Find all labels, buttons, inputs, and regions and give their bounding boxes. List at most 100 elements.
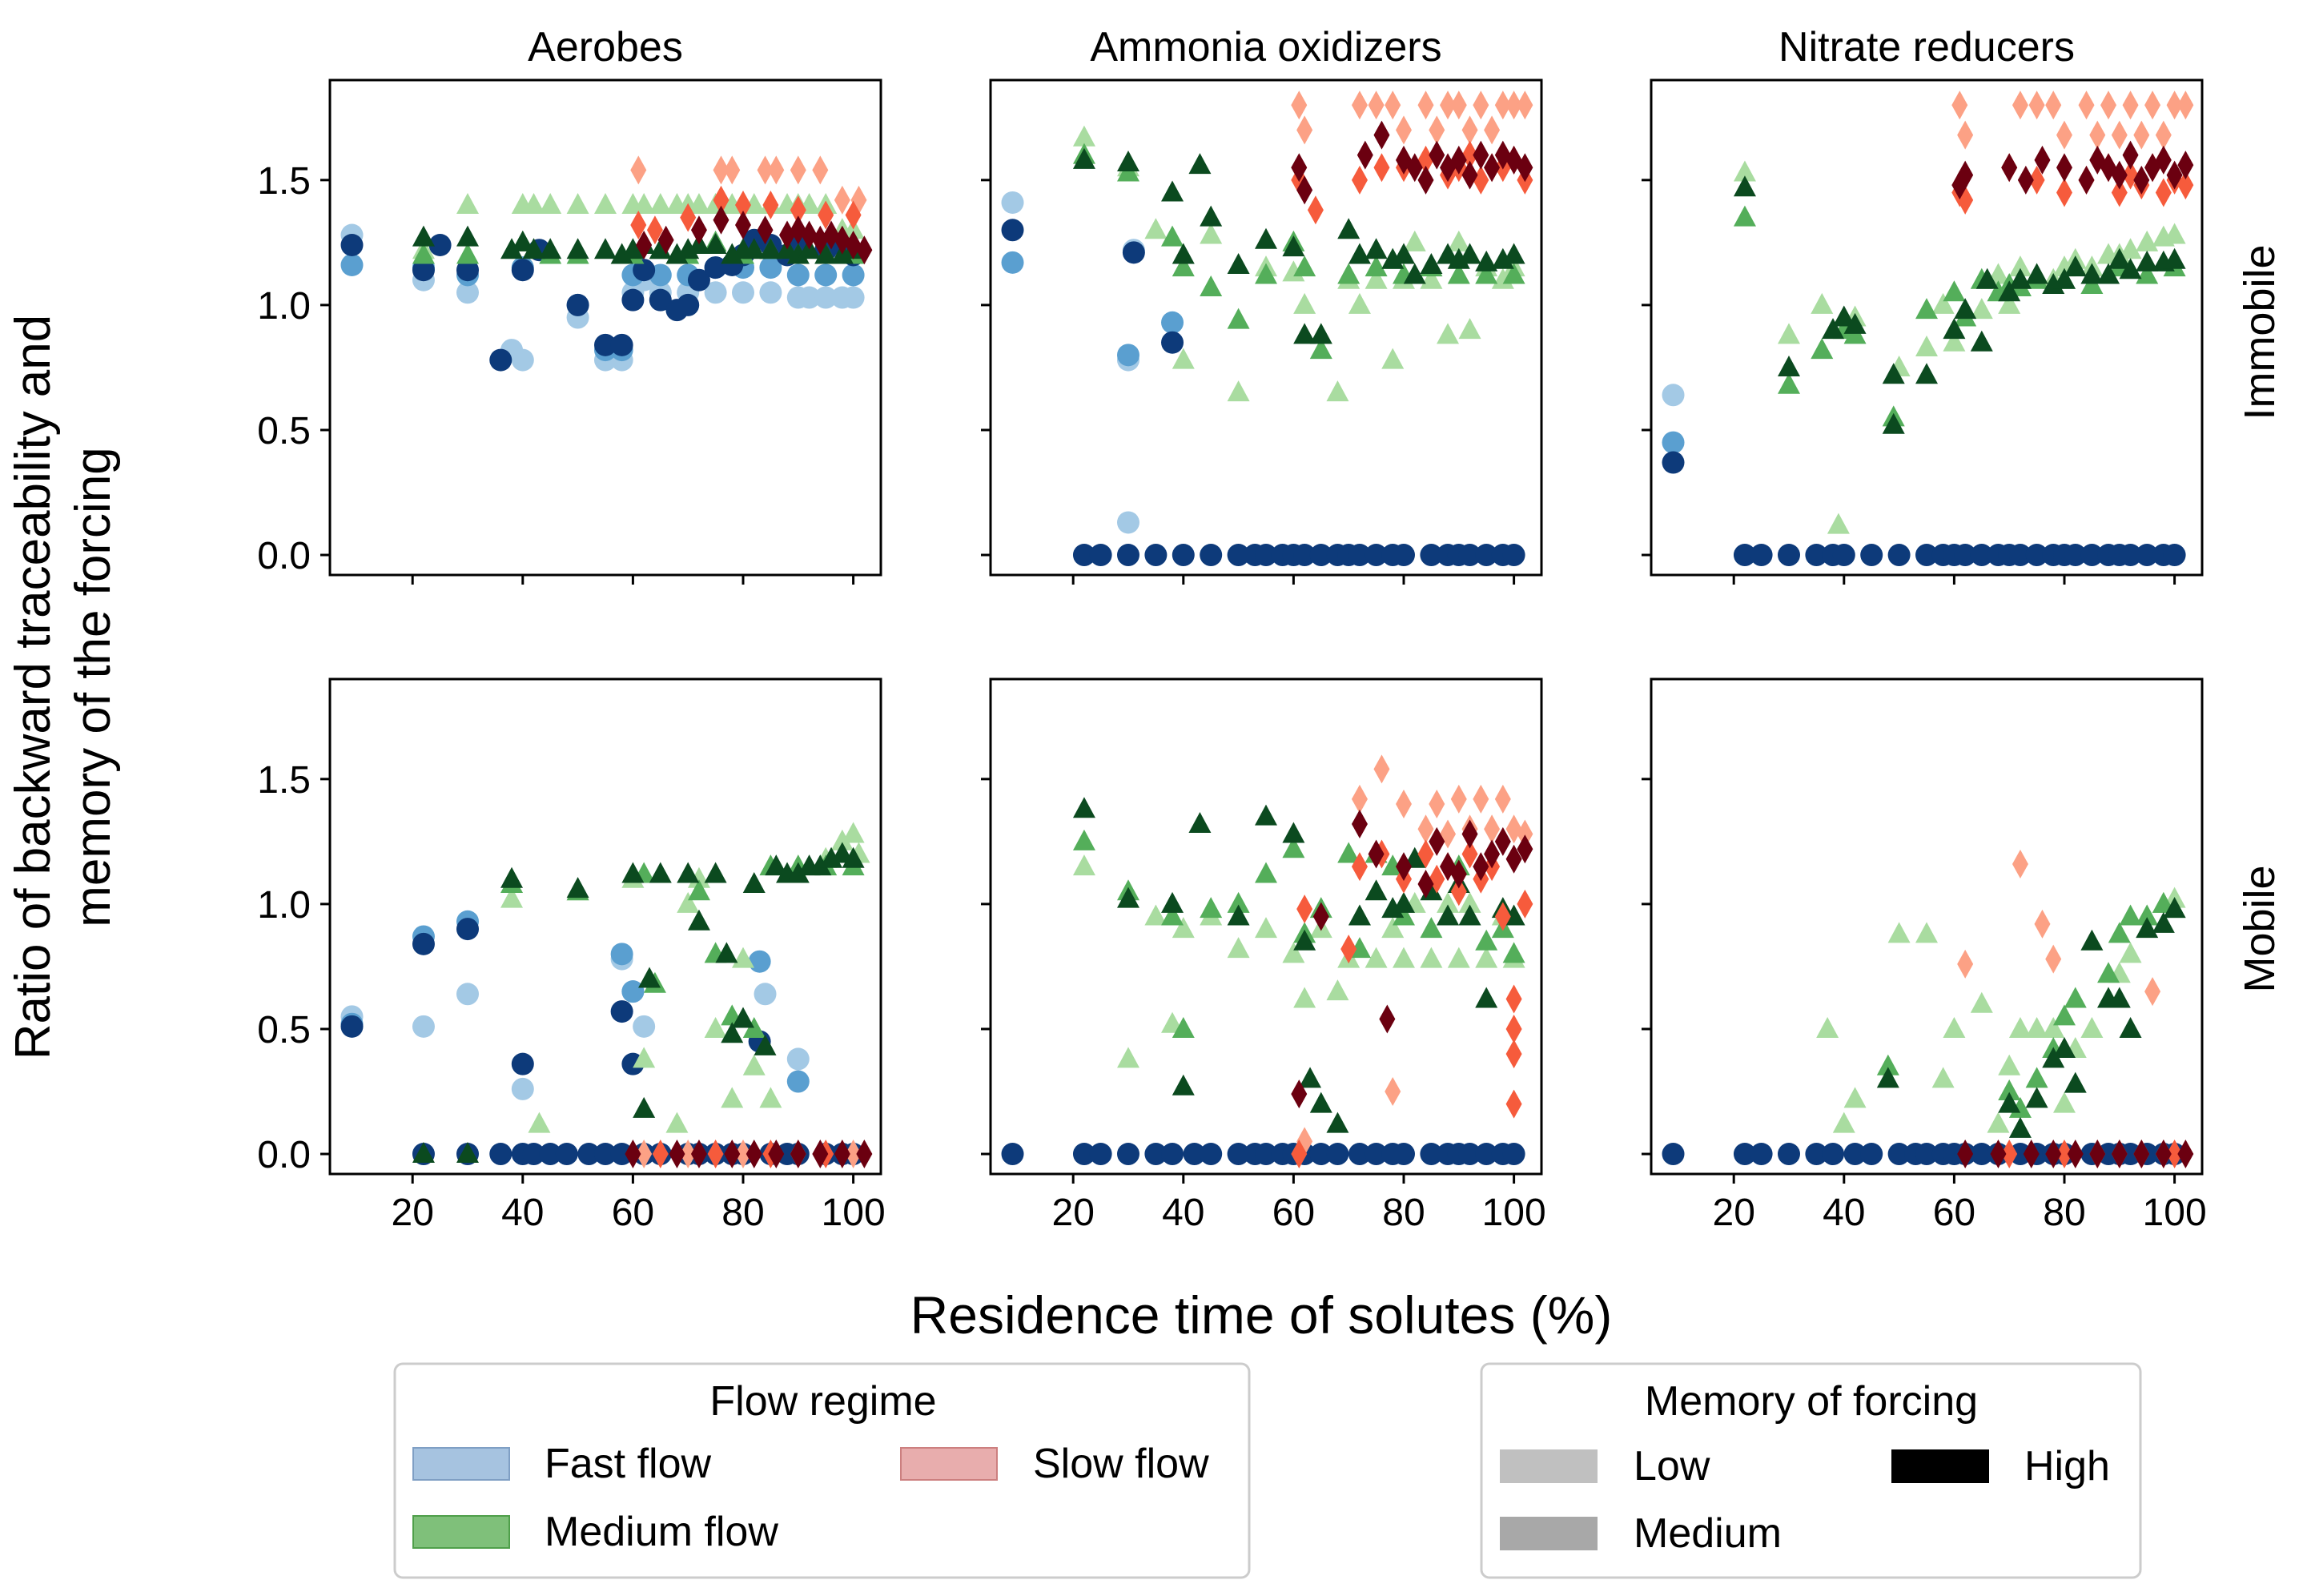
data-point [1282, 837, 1305, 858]
data-point [754, 983, 777, 1006]
data-point [1778, 323, 1800, 344]
data-point [2177, 151, 2194, 180]
y-tick-label: 1.5 [257, 160, 311, 203]
data-point [1200, 1143, 1223, 1166]
data-point [2012, 849, 2028, 878]
data-point [2034, 909, 2051, 939]
data-point [1326, 1112, 1349, 1133]
panel-title: Ammonia oxidizers [1090, 24, 1441, 70]
data-point [2056, 120, 2072, 150]
data-point [456, 281, 479, 304]
data-point [713, 185, 729, 215]
axes-frame [328, 78, 882, 577]
data-point [625, 1140, 641, 1169]
series-fast-medium [1662, 431, 1685, 454]
data-point [1473, 90, 1489, 120]
axes-frame [1650, 677, 2204, 1176]
row-label-mobile: Mobile [2236, 865, 2284, 992]
data-point [1089, 544, 1112, 567]
legend-swatch-fast-flow [412, 1447, 510, 1481]
data-point [1461, 839, 1478, 869]
data-point [2023, 1140, 2040, 1169]
data-point [1484, 115, 1501, 145]
data-point [2177, 90, 2194, 120]
data-point [522, 1143, 545, 1166]
data-point [1998, 1054, 2021, 1075]
data-point [1484, 814, 1501, 844]
data-point [636, 231, 653, 259]
data-point [1364, 879, 1388, 901]
data-point [1832, 305, 1855, 327]
data-point [1348, 904, 1371, 926]
data-point [1957, 949, 1974, 979]
data-point [1393, 544, 1415, 567]
data-point [790, 155, 806, 185]
axes-frame [1650, 78, 2204, 577]
data-point [2119, 1143, 2142, 1166]
data-point [1662, 384, 1685, 407]
data-point [1778, 355, 1800, 376]
data-point [1750, 1143, 1773, 1166]
data-point [812, 155, 829, 185]
data-point [2064, 1071, 2087, 1093]
data-point [456, 918, 479, 941]
data-point [704, 1016, 727, 1038]
data-point [724, 1140, 741, 1169]
data-point [2111, 178, 2128, 207]
data-point [1437, 891, 1460, 913]
data-point [715, 942, 738, 963]
data-point [786, 1070, 810, 1093]
x-tick-label: 100 [2143, 1192, 2207, 1234]
data-point [1447, 947, 1470, 968]
data-point [1505, 90, 1522, 120]
data-point [2136, 250, 2159, 271]
data-point [2008, 1143, 2032, 1166]
data-point [1227, 252, 1250, 274]
data-point [1461, 819, 1478, 849]
data-point [1396, 852, 1412, 882]
data-point [2166, 1140, 2183, 1169]
data-point [566, 293, 589, 316]
data-point [1200, 205, 1223, 227]
data-point [856, 1140, 873, 1169]
data-point [1351, 810, 1368, 839]
series-slow-medium [1291, 839, 1533, 1169]
x-tick-label: 80 [721, 1192, 764, 1234]
data-point [1393, 947, 1415, 968]
panel-2: Nitrate reducers [1642, 24, 2204, 585]
data-point [1255, 862, 1277, 883]
data-point [680, 203, 697, 232]
data-point [1957, 120, 1974, 150]
y-tick-label: 1.5 [257, 759, 311, 802]
data-point [1475, 929, 1498, 951]
data-point [1282, 822, 1305, 843]
data-point [1296, 175, 1313, 205]
data-point [500, 886, 524, 908]
data-point [742, 1016, 766, 1038]
data-point [633, 1047, 656, 1068]
data-point [621, 862, 645, 883]
data-point [539, 238, 562, 259]
data-point [1943, 1016, 1966, 1038]
panel-0: 0.0 0.5 1.0 1.5 Aerobes [257, 24, 882, 585]
data-point [1293, 987, 1316, 1008]
data-point [1420, 1143, 1443, 1166]
data-point [340, 253, 364, 276]
data-point [1291, 153, 1308, 183]
data-point [2122, 140, 2139, 170]
data-point [2111, 1140, 2128, 1169]
data-point [762, 191, 779, 220]
data-point [1293, 292, 1316, 314]
data-point [1337, 218, 1360, 239]
data-point [707, 1140, 724, 1169]
series-slow-low [1951, 90, 2194, 150]
legend-label-medium: Medium [1634, 1510, 1782, 1557]
data-point [845, 200, 862, 230]
data-point [456, 983, 479, 1006]
legend-label-slow-flow: Slow flow [1033, 1441, 1209, 1487]
data-point [677, 293, 700, 316]
data-point [2042, 1016, 2065, 1038]
data-point [842, 286, 865, 309]
data-point [1293, 255, 1316, 277]
